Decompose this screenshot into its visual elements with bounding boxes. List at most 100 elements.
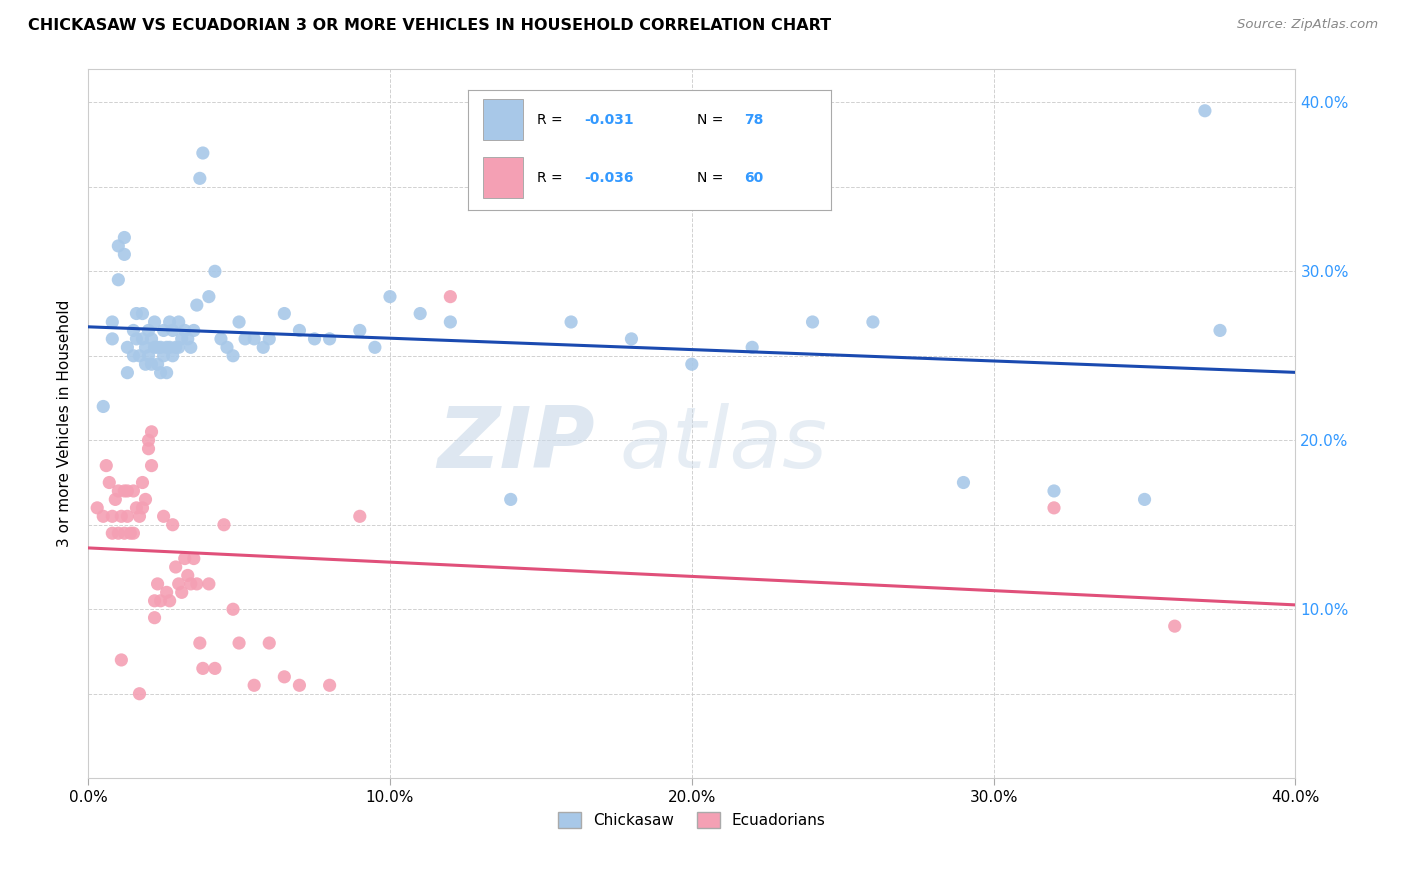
Point — [128, 687, 150, 701]
Point — [801, 315, 824, 329]
Point — [96, 458, 118, 473]
Text: CHICKASAW VS ECUADORIAN 3 OR MORE VEHICLES IN HOUSEHOLD CORRELATION CHART: CHICKASAW VS ECUADORIAN 3 OR MORE VEHICL… — [28, 18, 831, 33]
Point — [288, 323, 311, 337]
Point — [117, 483, 139, 498]
Point — [188, 171, 211, 186]
Point — [125, 332, 148, 346]
Point — [162, 517, 184, 532]
Point — [110, 653, 132, 667]
Point — [159, 315, 181, 329]
Point — [1194, 103, 1216, 118]
Point — [134, 492, 156, 507]
Point — [143, 315, 166, 329]
Point — [146, 577, 169, 591]
Point — [304, 332, 326, 346]
Point — [107, 483, 129, 498]
Point — [273, 306, 295, 320]
Point — [152, 509, 174, 524]
Point — [141, 425, 163, 439]
Point — [349, 509, 371, 524]
Point — [222, 349, 245, 363]
Legend: Chickasaw, Ecuadorians: Chickasaw, Ecuadorians — [551, 806, 832, 834]
Point — [141, 458, 163, 473]
Point — [188, 636, 211, 650]
Point — [439, 315, 461, 329]
Point — [209, 332, 232, 346]
Point — [170, 585, 193, 599]
Point — [349, 323, 371, 337]
Point — [125, 306, 148, 320]
Point — [186, 298, 208, 312]
Point — [167, 315, 190, 329]
Point — [167, 340, 190, 354]
Point — [215, 340, 238, 354]
Point — [170, 332, 193, 346]
Point — [952, 475, 974, 490]
Point — [134, 357, 156, 371]
Text: atlas: atlas — [620, 403, 827, 486]
Point — [288, 678, 311, 692]
Point — [257, 332, 280, 346]
Point — [862, 315, 884, 329]
Point — [152, 349, 174, 363]
Point — [122, 526, 145, 541]
Point — [101, 332, 124, 346]
Point — [143, 594, 166, 608]
Point — [86, 500, 108, 515]
Point — [138, 323, 160, 337]
Point — [1164, 619, 1187, 633]
Point — [112, 230, 135, 244]
Point — [177, 568, 200, 582]
Point — [112, 483, 135, 498]
Point — [499, 492, 522, 507]
Point — [243, 332, 266, 346]
Point — [138, 442, 160, 456]
Point — [173, 551, 195, 566]
Point — [162, 349, 184, 363]
Point — [183, 551, 205, 566]
Point — [104, 492, 127, 507]
Point — [101, 509, 124, 524]
Point — [152, 323, 174, 337]
Point — [117, 340, 139, 354]
Point — [204, 264, 226, 278]
Point — [146, 340, 169, 354]
Point — [107, 526, 129, 541]
Point — [138, 434, 160, 448]
Point — [117, 509, 139, 524]
Point — [131, 500, 153, 515]
Point — [122, 483, 145, 498]
Point — [228, 636, 250, 650]
Point — [125, 500, 148, 515]
Point — [1133, 492, 1156, 507]
Point — [149, 340, 172, 354]
Point — [198, 577, 221, 591]
Point — [128, 509, 150, 524]
Text: Source: ZipAtlas.com: Source: ZipAtlas.com — [1237, 18, 1378, 31]
Point — [180, 577, 202, 591]
Point — [1043, 500, 1066, 515]
Point — [138, 349, 160, 363]
Point — [257, 636, 280, 650]
Point — [143, 340, 166, 354]
Point — [112, 247, 135, 261]
Point — [378, 290, 401, 304]
Point — [159, 340, 181, 354]
Point — [233, 332, 256, 346]
Point — [364, 340, 387, 354]
Point — [204, 661, 226, 675]
Point — [165, 340, 187, 354]
Point — [191, 661, 214, 675]
Point — [1043, 483, 1066, 498]
Point — [156, 585, 179, 599]
Point — [198, 290, 221, 304]
Point — [180, 340, 202, 354]
Point — [165, 560, 187, 574]
Point — [212, 517, 235, 532]
Point — [173, 323, 195, 337]
Point — [183, 323, 205, 337]
Point — [107, 273, 129, 287]
Point — [110, 509, 132, 524]
Point — [146, 357, 169, 371]
Point — [741, 340, 763, 354]
